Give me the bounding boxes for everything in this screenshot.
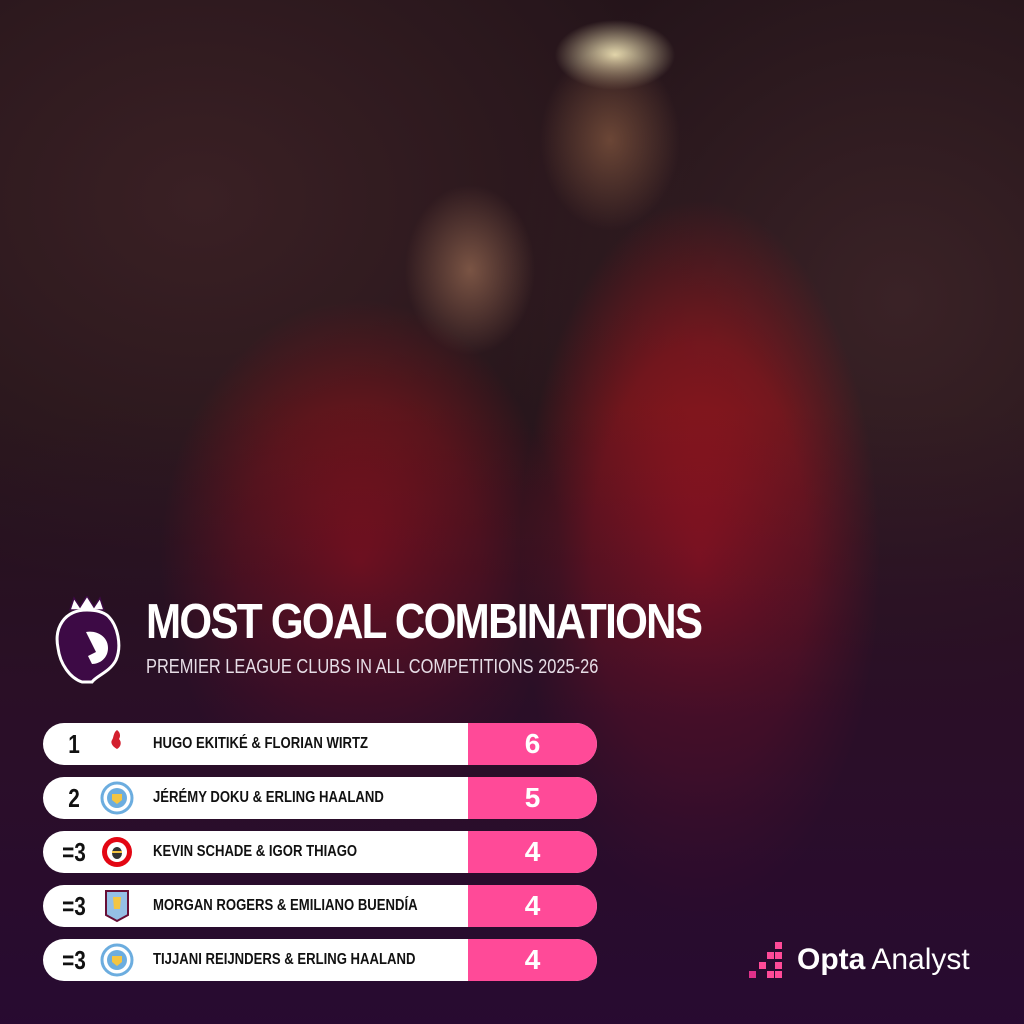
rank: 2: [68, 782, 80, 813]
opta-mark-icon: [749, 942, 782, 978]
page-subtitle: PREMIER LEAGUE CLUBS IN ALL COMPETITIONS…: [146, 656, 599, 678]
player-pair: JÉRÉMY DOKU & ERLING HAALAND: [153, 789, 384, 806]
goal-combinations-value: 6: [468, 723, 597, 765]
rank: 1: [68, 728, 80, 759]
brand-analyst: Analyst: [871, 943, 970, 976]
brentford-crest-icon: [99, 834, 135, 870]
player-pair: KEVIN SCHADE & IGOR THIAGO: [153, 843, 358, 860]
table-row: =3 TIJJANI REIJNDERS & ERLING HAALAND 4: [43, 939, 597, 981]
liverpool-crest-icon: [99, 726, 135, 762]
opta-analyst-logo: Opta Analyst: [745, 940, 970, 980]
rank: =3: [62, 890, 86, 921]
goal-combinations-value: 5: [468, 777, 597, 819]
table-row: =3 KEVIN SCHADE & IGOR THIAGO 4: [43, 831, 597, 873]
goal-combinations-value: 4: [468, 885, 597, 927]
page-title: MOST GOAL COMBINATIONS: [146, 595, 703, 649]
man-city-crest-icon: [99, 780, 135, 816]
brand-opta: Opta: [797, 943, 866, 976]
player-pair: HUGO EKITIKÉ & FLORIAN WIRTZ: [153, 735, 369, 752]
player-pair: MORGAN ROGERS & EMILIANO BUENDÍA: [153, 897, 418, 914]
table-row: 1 HUGO EKITIKÉ & FLORIAN WIRTZ 6: [43, 723, 597, 765]
goal-combinations-value: 4: [468, 939, 597, 981]
table-row: 2 JÉRÉMY DOKU & ERLING HAALAND 5: [43, 777, 597, 819]
table-row: =3 MORGAN ROGERS & EMILIANO BUENDÍA 4: [43, 885, 597, 927]
man-city-crest-icon: [99, 942, 135, 978]
aston-villa-crest-icon: [99, 888, 135, 924]
player-pair: TIJJANI REIJNDERS & ERLING HAALAND: [153, 951, 416, 968]
rank: =3: [62, 836, 86, 867]
goal-combinations-value: 4: [468, 831, 597, 873]
premier-league-logo: [55, 596, 121, 684]
rank: =3: [62, 944, 86, 975]
